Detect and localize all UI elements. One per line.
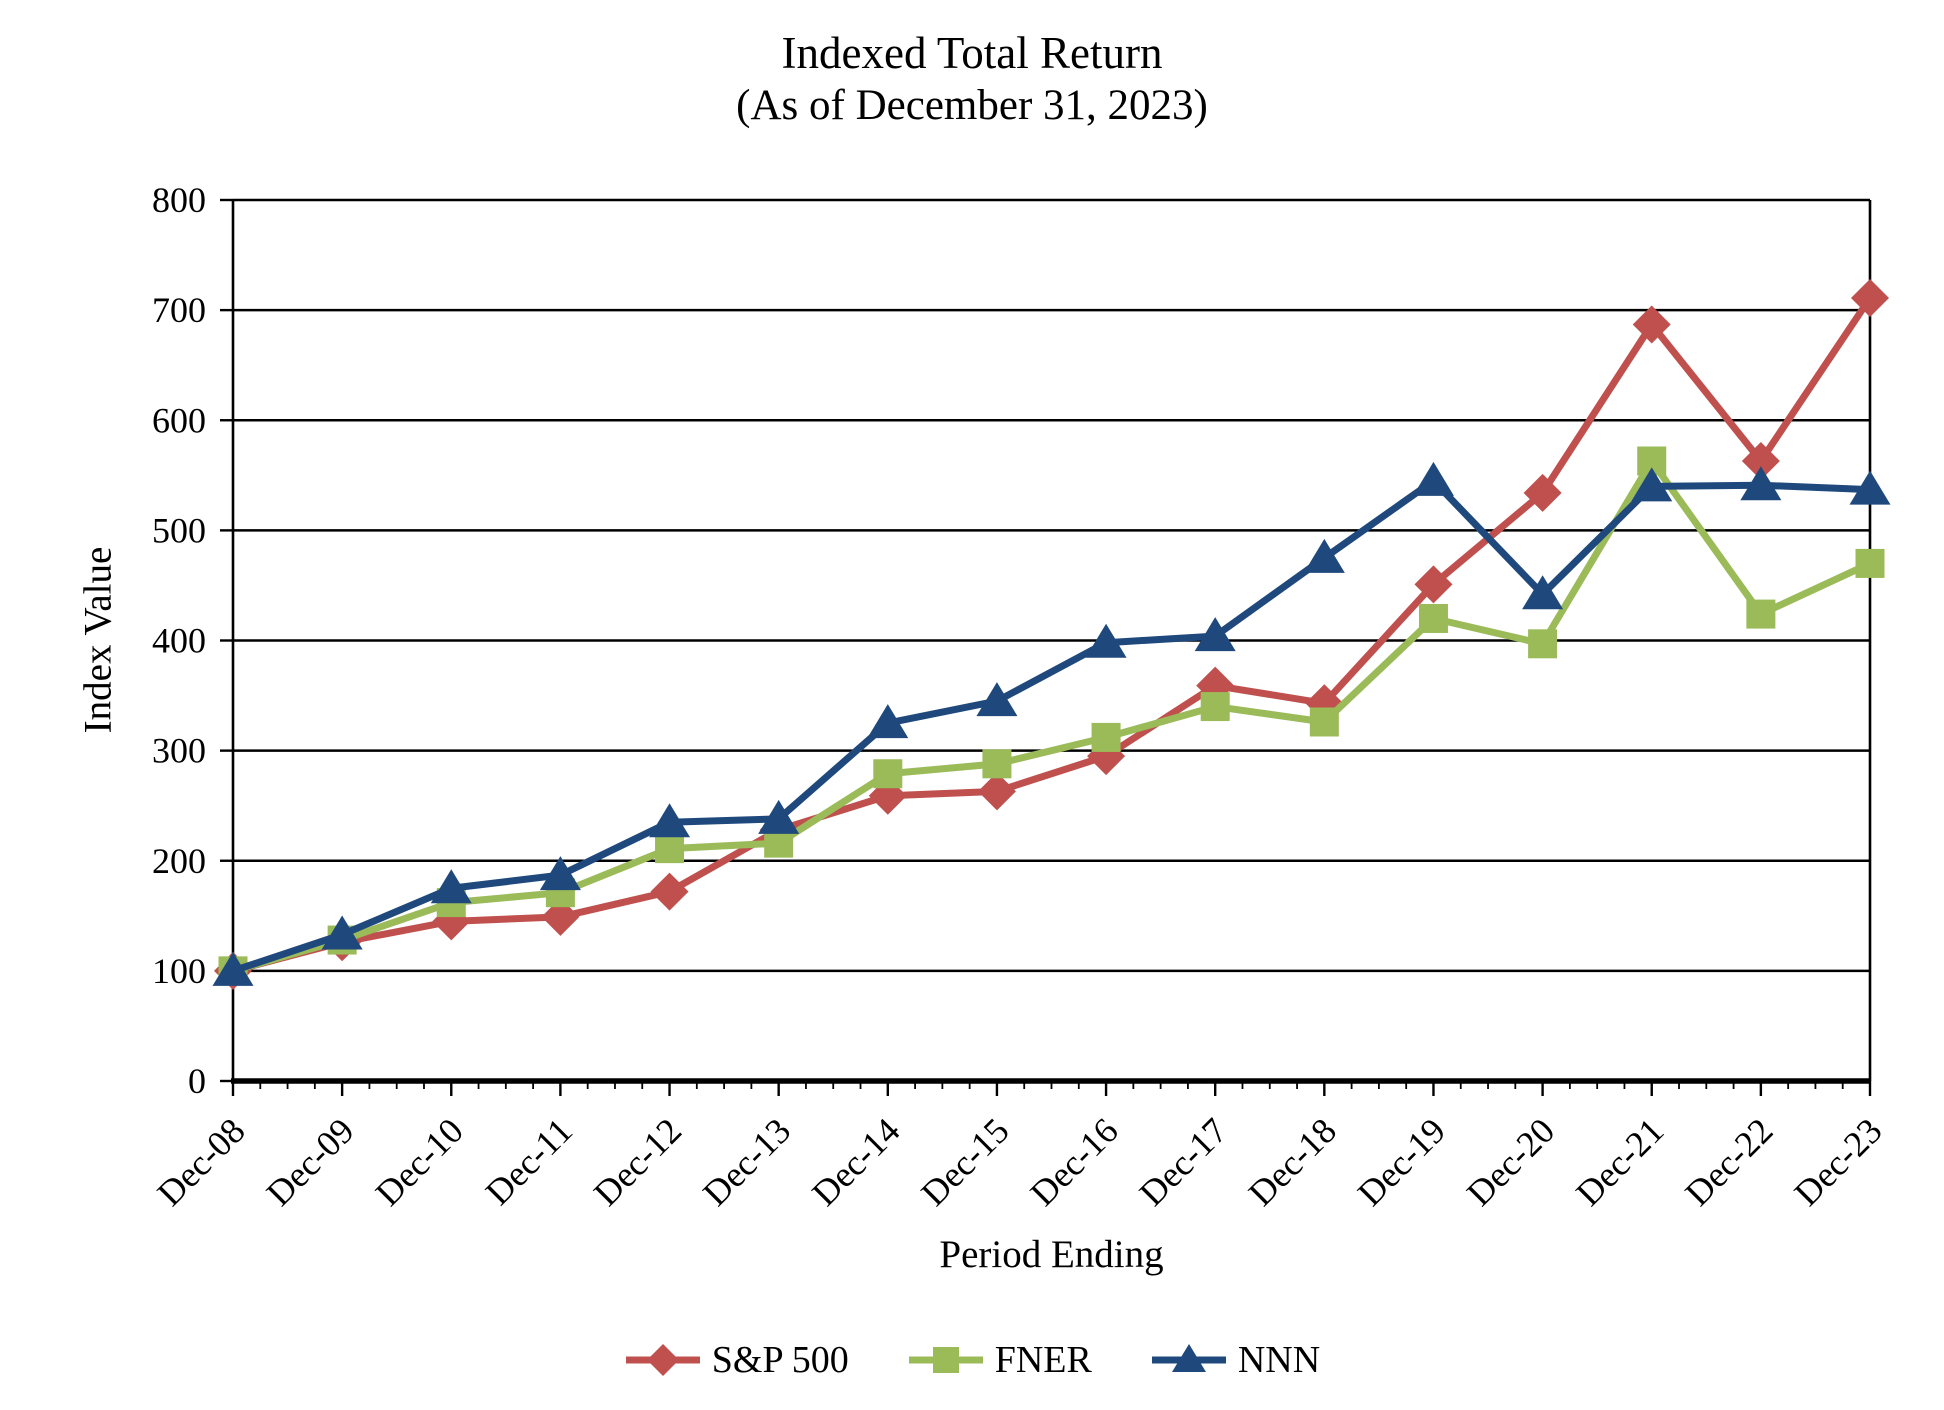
svg-text:600: 600 [152,400,206,440]
svg-text:Dec-08: Dec-08 [149,1110,252,1213]
y-tick-labels: 0 100 200 300 400 500 600 700 800 [152,180,206,1101]
svg-text:Dec-18: Dec-18 [1241,1110,1344,1213]
x-axis-title: Period Ending [939,1233,1164,1276]
chart-title-block: Indexed Total Return (As of December 31,… [0,26,1944,132]
svg-text:Dec-12: Dec-12 [586,1110,689,1213]
legend-label: FNER [994,1339,1092,1381]
legend-item-s-p-500: S&P 500 [624,1338,849,1382]
svg-text:Dec-09: Dec-09 [259,1110,362,1213]
svg-text:700: 700 [152,290,206,330]
gridlines [231,198,1872,1081]
svg-text:Dec-16: Dec-16 [1023,1110,1126,1213]
axis-ticks [220,198,1872,1096]
svg-text:500: 500 [152,510,206,550]
legend-item-fner: FNER [907,1338,1092,1382]
legend-marker-square-icon [908,1347,983,1373]
svg-text:Dec-21: Dec-21 [1568,1110,1671,1213]
svg-text:Dec-19: Dec-19 [1350,1110,1453,1213]
svg-text:800: 800 [152,180,206,220]
svg-text:Dec-20: Dec-20 [1459,1110,1562,1213]
legend-label: S&P 500 [711,1339,849,1381]
series-nnn [212,461,1891,986]
svg-text:100: 100 [152,951,206,991]
svg-text:Dec-17: Dec-17 [1132,1110,1235,1213]
svg-text:0: 0 [188,1061,206,1101]
svg-text:Dec-10: Dec-10 [368,1110,471,1213]
svg-text:400: 400 [152,621,206,661]
chart-title: Indexed Total Return [781,28,1163,78]
legend-item-nnn: NNN [1150,1338,1320,1382]
x-tick-labels: Dec-08 Dec-09 Dec-10 Dec-11 Dec-12 Dec-13 Dec-… [149,1110,1889,1213]
series-fner [218,446,1885,986]
chart-subtitle: (As of December 31, 2023) [736,82,1208,129]
svg-text:Dec-23: Dec-23 [1786,1110,1889,1213]
svg-text:200: 200 [152,841,206,881]
svg-text:Dec-14: Dec-14 [804,1110,907,1213]
legend-label: NNN [1237,1339,1321,1381]
chart-legend: S&P 500 FNER NNN [0,1338,1944,1382]
svg-text:Dec-22: Dec-22 [1677,1110,1780,1213]
legend-marker-diamond-icon [625,1344,700,1376]
svg-text:Dec-13: Dec-13 [695,1110,798,1213]
svg-text:300: 300 [152,731,206,771]
svg-text:Dec-15: Dec-15 [913,1110,1016,1213]
legend-marker-triangle-icon [1151,1344,1226,1372]
svg-text:Dec-11: Dec-11 [478,1110,580,1212]
